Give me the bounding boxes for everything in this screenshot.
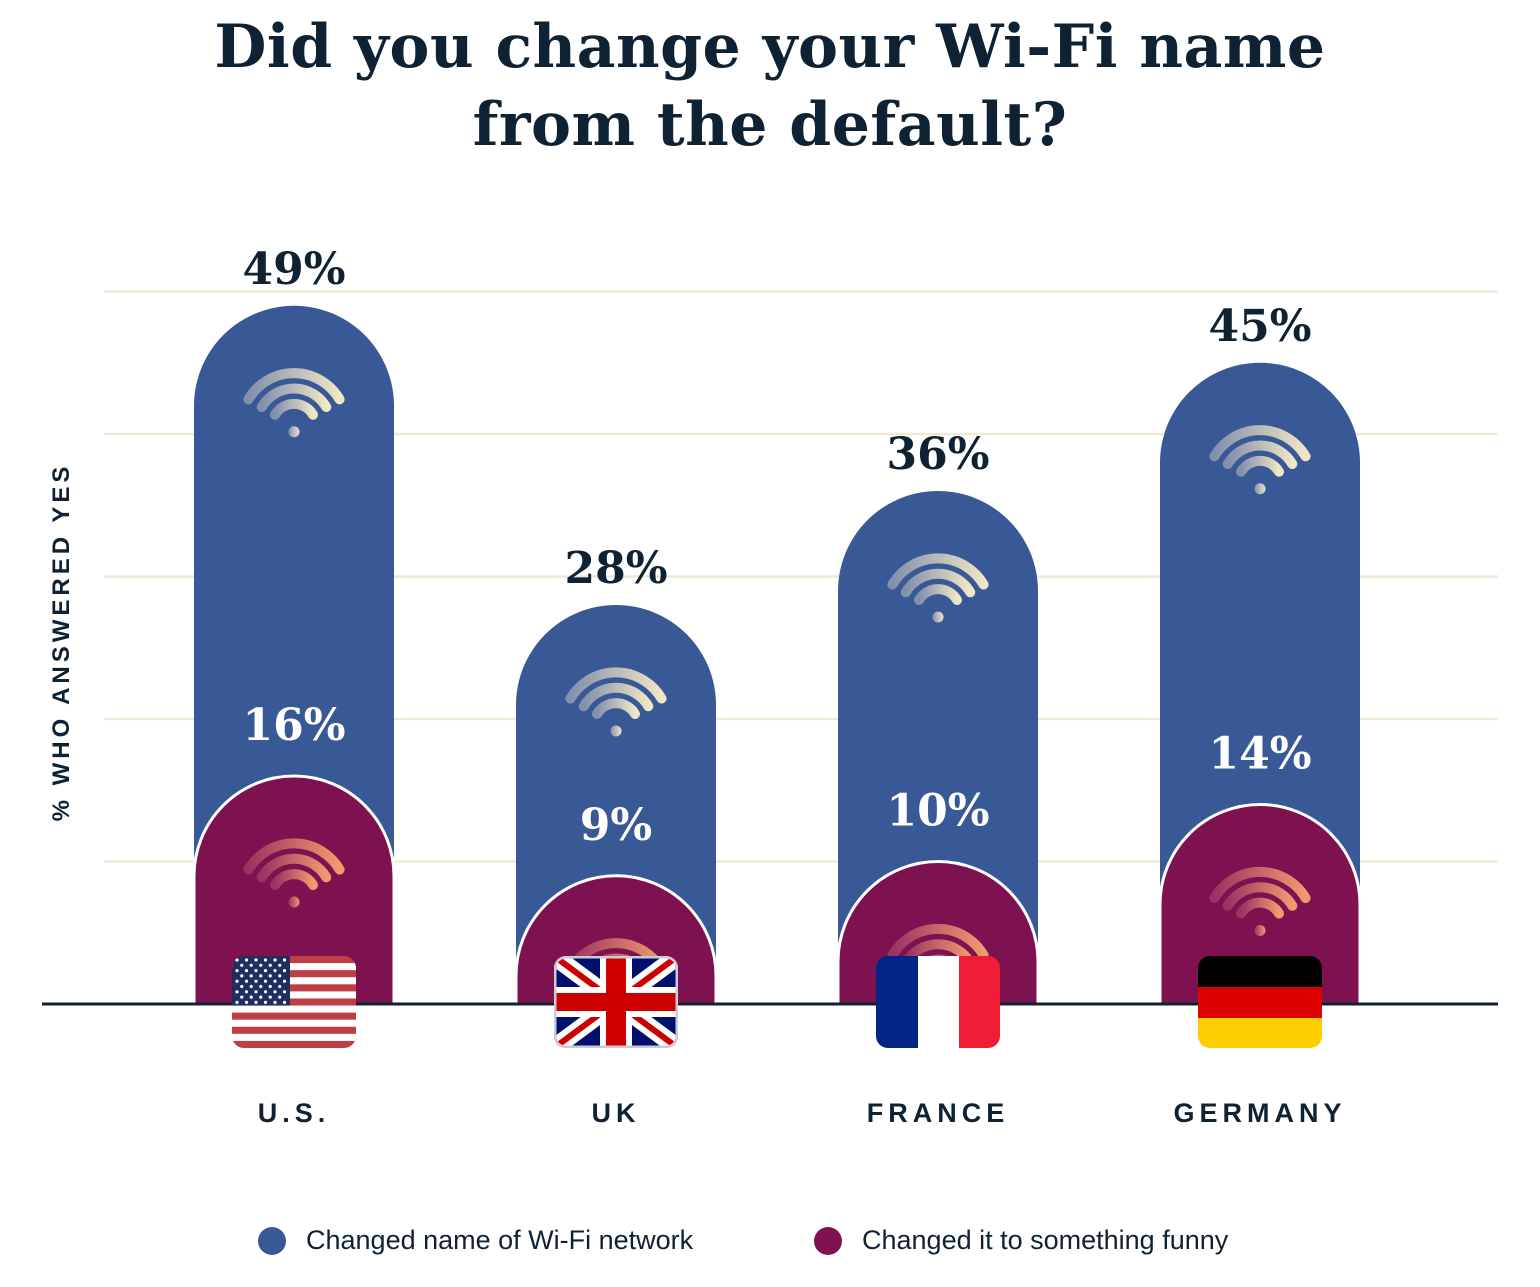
legend-swatch-blue — [258, 1226, 286, 1255]
data-label: 36% — [886, 429, 989, 480]
data-label: 28% — [564, 543, 667, 594]
legend-label: Changed name of Wi-Fi network — [306, 1225, 694, 1255]
x-tick-label: U.S. — [258, 1098, 331, 1128]
x-tick-label: FRANCE — [867, 1098, 1010, 1128]
data-label: 49% — [242, 244, 345, 295]
bar-funny — [192, 774, 396, 1006]
data-label: 14% — [1208, 729, 1311, 780]
x-tick-label: UK — [592, 1098, 641, 1128]
legend-label: Changed it to something funny — [862, 1225, 1229, 1255]
legend-item-funny: Changed it to something funny — [814, 1225, 1228, 1256]
data-label: 45% — [1208, 301, 1311, 352]
wifi-icon — [243, 368, 345, 438]
x-tick-label: GERMANY — [1173, 1098, 1346, 1128]
legend-item-changed-name: Changed name of Wi-Fi network — [258, 1225, 693, 1256]
wifi-icon — [1209, 866, 1311, 936]
data-label: 9% — [580, 800, 652, 851]
title-line-2: from the default? — [472, 90, 1068, 160]
wifi-icon — [887, 553, 989, 623]
france-flag — [876, 956, 1000, 1048]
title-line-1: Did you change your Wi-Fi name — [214, 12, 1326, 82]
germany-flag — [1198, 956, 1322, 1048]
legend-swatch-purple — [814, 1226, 842, 1255]
data-label: 10% — [886, 786, 989, 837]
us-flag — [232, 956, 356, 1048]
wifi-icon — [243, 838, 345, 908]
wifi-icon — [1209, 425, 1311, 495]
chart-title: Did you change your Wi-Fi name from the … — [0, 8, 1540, 164]
data-label: 16% — [242, 700, 345, 751]
uk-flag — [554, 956, 678, 1048]
wifi-icon — [565, 667, 667, 737]
